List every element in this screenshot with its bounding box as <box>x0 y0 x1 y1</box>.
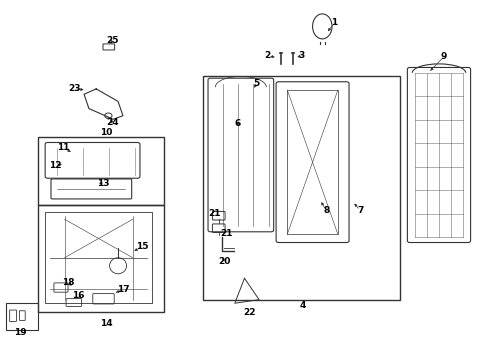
Text: 24: 24 <box>106 118 118 127</box>
Text: 25: 25 <box>106 36 118 45</box>
Text: 6: 6 <box>234 119 240 128</box>
Text: 23: 23 <box>68 84 81 93</box>
Text: 22: 22 <box>243 309 255 318</box>
Text: 17: 17 <box>117 285 129 294</box>
Text: 10: 10 <box>100 129 112 138</box>
Text: 5: 5 <box>253 79 259 88</box>
Text: 16: 16 <box>72 291 84 300</box>
Text: 18: 18 <box>61 278 74 287</box>
Text: 11: 11 <box>57 143 70 152</box>
Text: 9: 9 <box>440 52 446 61</box>
Text: 3: 3 <box>298 51 305 60</box>
Text: 14: 14 <box>100 319 112 328</box>
Bar <box>6 303 38 330</box>
Text: 2: 2 <box>264 51 270 60</box>
Bar <box>38 137 164 205</box>
Bar <box>45 212 152 303</box>
Bar <box>203 76 399 300</box>
Text: 7: 7 <box>356 206 363 215</box>
Bar <box>287 90 337 234</box>
Text: 21: 21 <box>220 229 232 238</box>
Text: 12: 12 <box>48 161 61 170</box>
Text: 20: 20 <box>218 257 230 266</box>
Text: 15: 15 <box>136 242 148 251</box>
Text: 21: 21 <box>208 210 220 219</box>
Text: 4: 4 <box>299 301 305 310</box>
Text: 13: 13 <box>97 179 109 188</box>
Text: 8: 8 <box>323 206 328 215</box>
Bar <box>38 205 164 312</box>
Text: 1: 1 <box>331 18 337 27</box>
Text: 19: 19 <box>15 328 27 337</box>
